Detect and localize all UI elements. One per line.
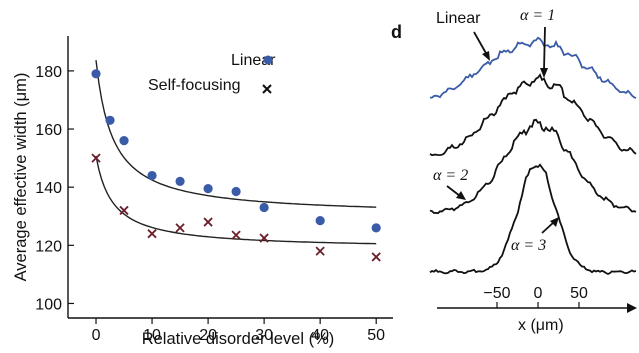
legend-label-self-focusing: Self-focusing <box>148 77 241 94</box>
profile-x-tick-label: 0 <box>534 285 543 302</box>
arrow-alpha-1 <box>543 26 546 71</box>
alpha-2-profile-curve <box>429 118 637 215</box>
fit-curve-linear <box>95 60 377 208</box>
legend-marker-linear <box>263 55 273 65</box>
linear-profile-curve <box>430 36 637 99</box>
y-tick-label: 160 <box>35 122 62 139</box>
arrow-alpha-3-head <box>550 217 559 227</box>
point-self-focusing <box>147 229 157 239</box>
y-tick-label: 120 <box>35 238 62 255</box>
legend-label-linear: Linear <box>231 52 276 69</box>
x-tick-label: 40 <box>311 327 329 344</box>
point-linear <box>119 136 129 146</box>
fit-curves <box>95 60 377 245</box>
x-tick-label: 10 <box>143 327 161 344</box>
arrow-linear <box>473 31 488 56</box>
arrow-alpha-2 <box>446 185 461 197</box>
point-self-focusing <box>175 223 185 233</box>
x-tick-label: 20 <box>199 327 217 344</box>
point-self-focusing <box>119 205 129 216</box>
label-alpha-2: α = 2 <box>433 167 468 184</box>
point-self-focusing <box>259 233 269 243</box>
point-linear <box>105 115 115 125</box>
alpha-3-profile-curve <box>429 163 637 276</box>
point-linear <box>175 176 185 186</box>
panel-label-d: d <box>391 22 402 42</box>
point-self-focusing <box>315 246 325 256</box>
label-alpha-3: α = 3 <box>511 237 546 254</box>
point-linear <box>315 216 325 226</box>
label-alpha-1: α = 1 <box>520 7 555 24</box>
point-linear <box>231 186 241 197</box>
y-tick-label: 100 <box>35 296 62 313</box>
fit-curve-self-focusing <box>95 155 377 245</box>
x-axis-label: Relative disorder level (%) <box>142 330 335 348</box>
y-tick-label: 140 <box>35 180 62 197</box>
x-tick-label: 0 <box>92 327 101 344</box>
y-tick-label: 180 <box>35 64 62 81</box>
y-ticks: 100 120 140 160 180 <box>35 64 74 313</box>
point-self-focusing <box>203 217 213 227</box>
point-self-focusing <box>231 230 241 240</box>
profile-x-axis-label: x (μm) <box>518 317 564 334</box>
profile-x-axis-arrowhead <box>627 303 637 313</box>
point-linear <box>371 223 381 233</box>
alpha-1-profile-curve <box>429 73 637 157</box>
y-axis-label: Average effective width (μm) <box>12 73 30 282</box>
point-linear <box>259 202 269 213</box>
x-ticks: 0 10 20 30 40 50 <box>92 318 385 344</box>
arrow-linear-head <box>482 51 490 61</box>
arrow-alpha-3 <box>541 221 555 234</box>
x-tick-label: 30 <box>255 327 273 344</box>
legend: Linear Self-focusing <box>148 52 276 94</box>
arrow-alpha-1-head <box>540 68 548 78</box>
point-linear <box>203 184 213 194</box>
data-marks <box>91 69 381 262</box>
profile-panel-d: d Linear α = 1 α = 2 α = 3 −50 0 50 x (μm) <box>391 7 637 334</box>
scatter-panel: 100 120 140 160 180 0 10 20 30 40 50 Average effe… <box>12 36 393 348</box>
point-linear <box>147 170 157 181</box>
legend-marker-self-focusing <box>262 84 272 94</box>
profile-x-tick-label: −50 <box>483 285 510 302</box>
profile-x-tick-label: 50 <box>570 285 588 302</box>
profile-x-ticks: −50 0 50 <box>483 285 588 308</box>
arrow-alpha-2-head <box>456 191 466 200</box>
point-self-focusing <box>371 252 381 262</box>
point-linear <box>91 69 101 79</box>
point-self-focusing <box>91 153 101 163</box>
x-tick-label: 50 <box>367 327 385 344</box>
label-linear: Linear <box>436 10 481 27</box>
